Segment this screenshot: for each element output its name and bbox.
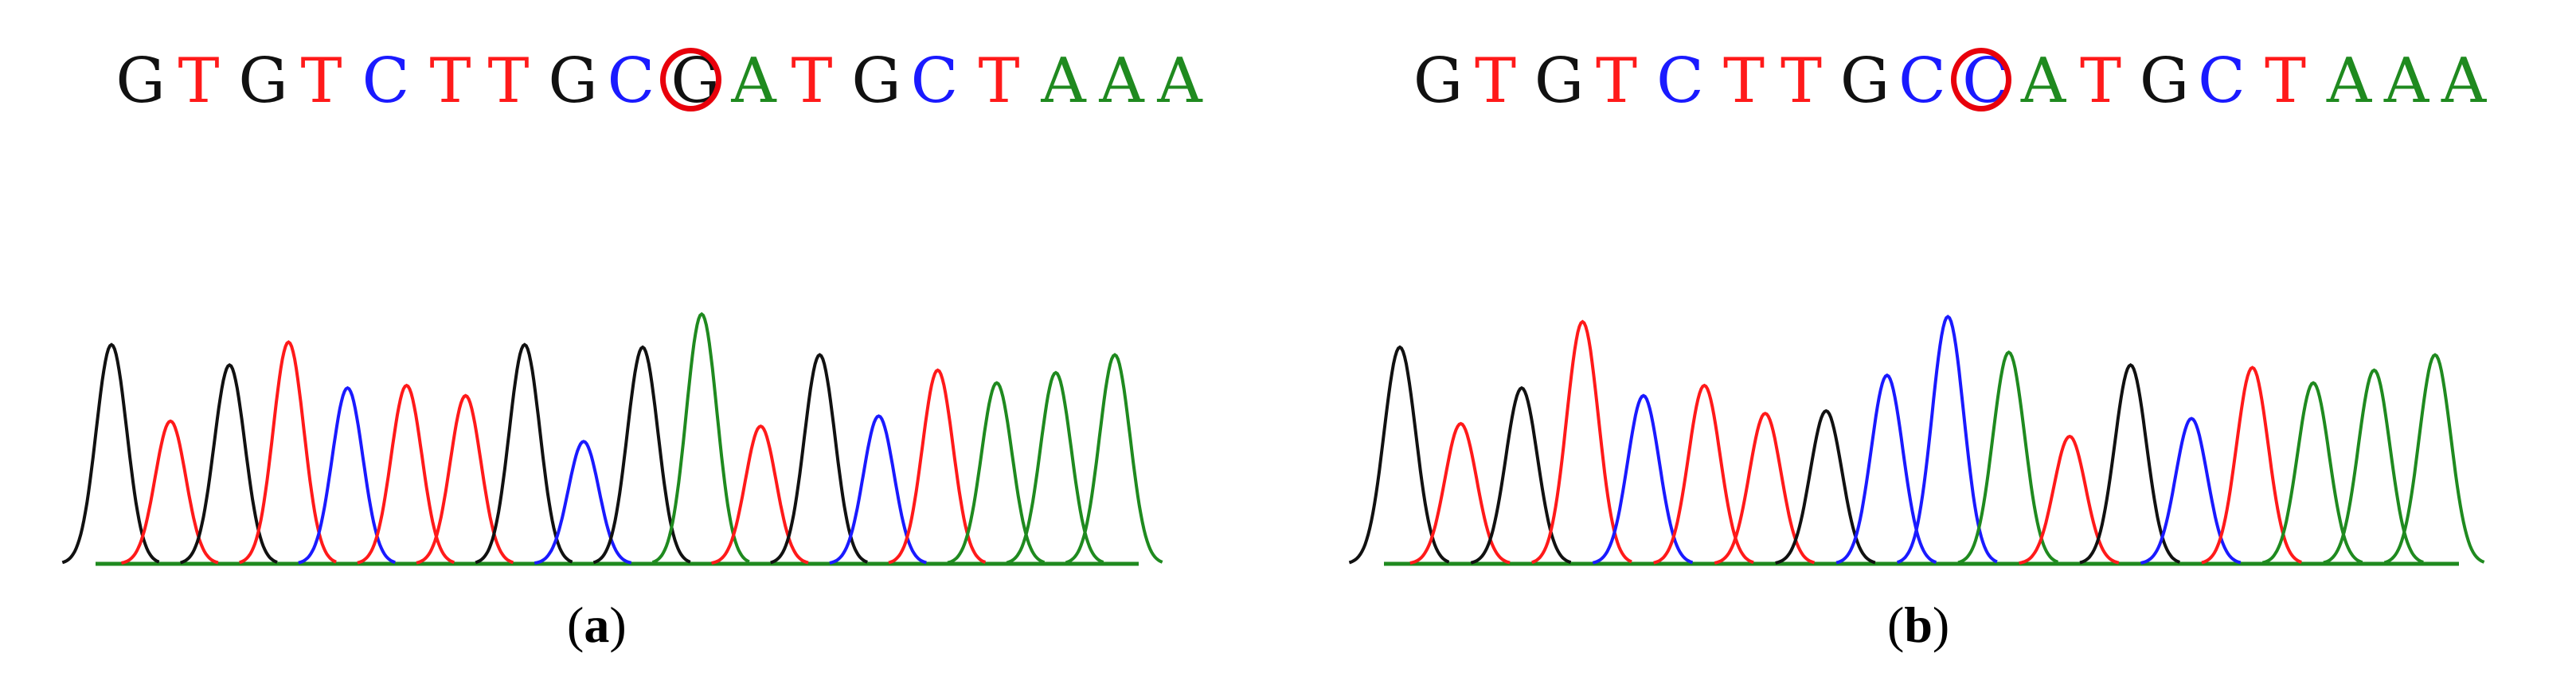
- trace-peak: [1897, 315, 1998, 565]
- trace-peak: [1006, 370, 1104, 565]
- trace-peak: [357, 383, 455, 565]
- base-letter: G: [238, 45, 288, 117]
- base-letter: A: [2383, 45, 2429, 117]
- trace-peak: [711, 424, 809, 565]
- trace-peak: [2383, 353, 2485, 565]
- base-letter: G: [115, 45, 166, 117]
- base-letter: A: [2441, 45, 2487, 117]
- trace-peak: [298, 385, 396, 565]
- base-letter: G: [851, 45, 901, 117]
- trace-peak: [2323, 368, 2424, 565]
- trace-peak: [888, 368, 987, 565]
- trace-peak: [2261, 381, 2363, 565]
- base-letter: T: [2079, 45, 2122, 117]
- base-letter: A: [1099, 45, 1144, 117]
- trace-peak: [1065, 353, 1163, 565]
- base-letter: T: [487, 45, 530, 117]
- trace-peak: [2019, 434, 2120, 565]
- trace-peak: [2201, 366, 2302, 565]
- trace-peak: [1835, 373, 1937, 565]
- base-letter: T: [791, 45, 833, 117]
- base-letter: T: [1595, 45, 1638, 117]
- trace-peak: [416, 393, 514, 565]
- trace-peak: [1775, 409, 1876, 565]
- base-letter: C: [1951, 41, 2015, 121]
- base-letter: C: [1656, 45, 1704, 117]
- base-letter: T: [429, 45, 471, 117]
- base-letter: T: [2264, 45, 2307, 117]
- base-letter: A: [1157, 45, 1202, 117]
- trace-peak: [239, 340, 337, 565]
- base-letter: T: [1474, 45, 1517, 117]
- base-letter: T: [1722, 45, 1765, 117]
- trace-peak: [180, 363, 278, 565]
- base-letter: C: [607, 45, 655, 117]
- base-letter: G: [548, 45, 598, 117]
- base-letter: T: [178, 45, 220, 117]
- trace-peak: [534, 440, 632, 565]
- trace-peak: [1470, 385, 1572, 565]
- base-letter: G: [2139, 45, 2190, 117]
- chromatogram-b: [1348, 315, 2485, 566]
- base-letter: T: [978, 45, 1020, 117]
- base-letter: T: [1780, 45, 1823, 117]
- chromatogram-a: [61, 311, 1163, 566]
- base-letter: G: [1413, 45, 1464, 117]
- trace-peak: [2140, 416, 2242, 565]
- caption-a: (a): [567, 596, 627, 653]
- base-letter: G: [1534, 45, 1585, 117]
- base-letter: A: [2326, 45, 2372, 117]
- trace-peak: [947, 381, 1046, 565]
- base-letter: A: [1041, 45, 1086, 117]
- base-letter: C: [2198, 45, 2246, 117]
- trace-peak: [829, 414, 927, 565]
- trace-peak: [1714, 412, 1816, 565]
- caption-b: (b): [1887, 596, 1950, 653]
- mutation-circle: [660, 48, 721, 111]
- base-letter: C: [910, 45, 959, 117]
- base-letter: A: [2020, 45, 2066, 117]
- base-letter: G: [1839, 45, 1890, 117]
- base-letter: T: [300, 45, 342, 117]
- base-letter: C: [362, 45, 410, 117]
- trace-peak: [1592, 393, 1694, 565]
- mutation-circle: [1951, 48, 2011, 111]
- trace-peak: [121, 419, 219, 565]
- trace-peak: [1409, 421, 1511, 565]
- base-letter: A: [731, 45, 776, 117]
- trace-peak: [592, 345, 691, 565]
- trace-peak: [1653, 383, 1754, 565]
- base-letter: G: [660, 41, 725, 121]
- base-letter: C: [1898, 45, 1946, 117]
